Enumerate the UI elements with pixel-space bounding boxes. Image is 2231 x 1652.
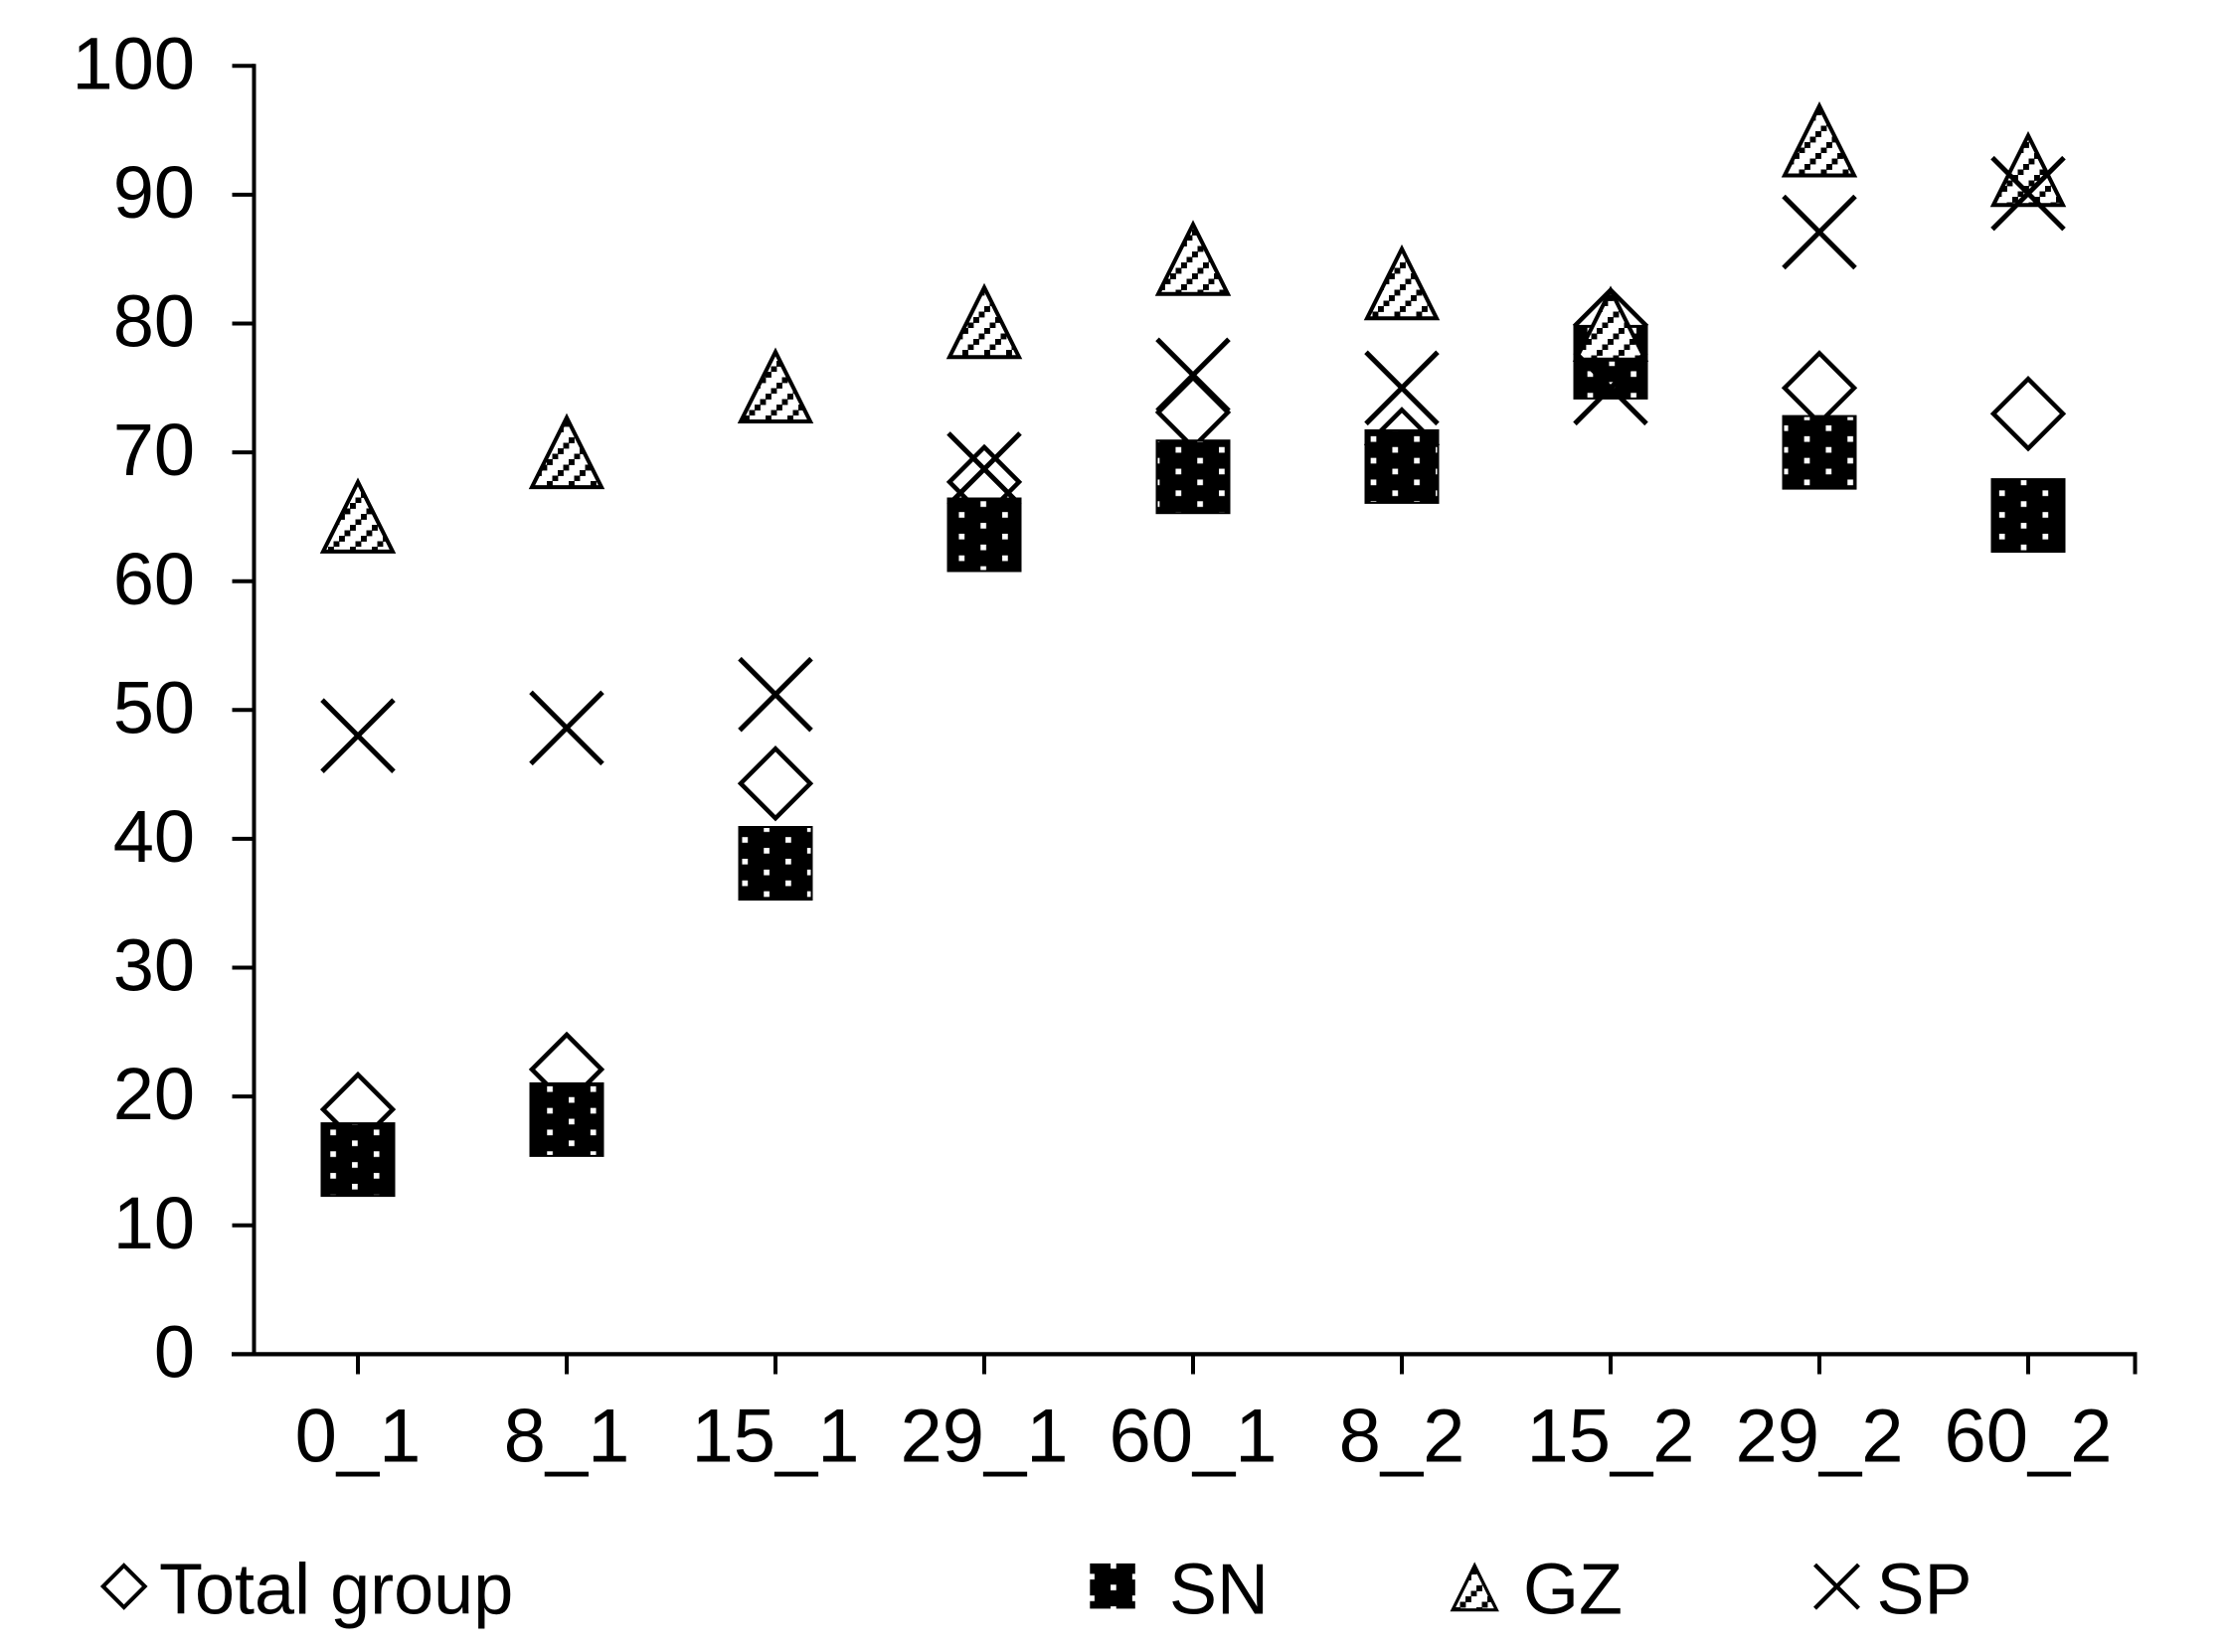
- svg-text:60_1: 60_1: [1109, 1395, 1277, 1479]
- svg-text:40: 40: [113, 795, 195, 878]
- svg-text:100: 100: [73, 22, 195, 104]
- svg-text:90: 90: [113, 151, 195, 234]
- svg-text:SP: SP: [1877, 1551, 1973, 1630]
- svg-text:60: 60: [113, 538, 195, 620]
- svg-text:29_1: 29_1: [900, 1395, 1068, 1479]
- svg-text:8_1: 8_1: [504, 1395, 630, 1479]
- svg-text:SN: SN: [1169, 1551, 1269, 1630]
- svg-text:60_2: 60_2: [1944, 1395, 2112, 1479]
- svg-text:70: 70: [113, 409, 195, 491]
- svg-text:10: 10: [113, 1182, 195, 1264]
- svg-text:Total group: Total group: [159, 1551, 513, 1630]
- svg-text:20: 20: [113, 1053, 195, 1135]
- svg-text:0_1: 0_1: [295, 1395, 422, 1479]
- svg-text:30: 30: [113, 924, 195, 1007]
- svg-text:15_2: 15_2: [1526, 1395, 1694, 1479]
- svg-text:0: 0: [154, 1310, 195, 1393]
- svg-text:GZ: GZ: [1523, 1551, 1623, 1630]
- svg-text:29_2: 29_2: [1735, 1395, 1903, 1479]
- svg-text:80: 80: [113, 280, 195, 363]
- svg-text:8_2: 8_2: [1339, 1395, 1465, 1479]
- svg-text:50: 50: [113, 666, 195, 748]
- svg-text:15_1: 15_1: [691, 1395, 859, 1479]
